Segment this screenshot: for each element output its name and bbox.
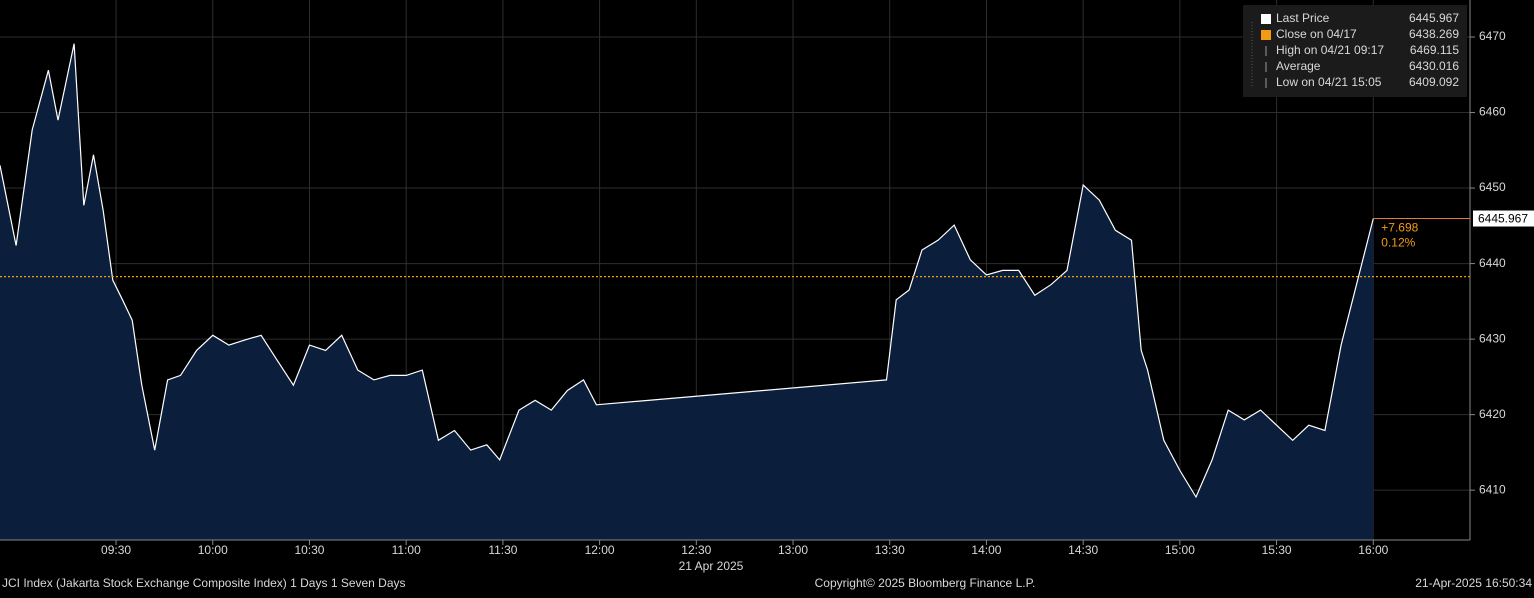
x-tick-label: 14:30 — [1068, 543, 1098, 557]
legend-value: 6438.269 — [1409, 27, 1459, 41]
x-tick-label: 10:30 — [294, 543, 324, 557]
y-tick-label: 6460 — [1479, 105, 1506, 119]
footer-left: JCI Index (Jakarta Stock Exchange Compos… — [2, 576, 406, 590]
y-tick-label: 6410 — [1479, 482, 1506, 496]
area — [0, 43, 1374, 540]
change: +7.698 — [1381, 221, 1418, 235]
legend-value: 6430.016 — [1409, 59, 1459, 73]
legend-icon — [1261, 30, 1271, 40]
x-tick-label: 15:00 — [1165, 543, 1195, 557]
legend-label: Close on 04/17 — [1276, 27, 1357, 41]
footer-center: Copyright© 2025 Bloomberg Finance L.P. — [815, 576, 1036, 590]
x-tick-label: 14:00 — [971, 543, 1001, 557]
x-tick-label: 13:30 — [875, 543, 905, 557]
y-tick-label: 6470 — [1479, 29, 1506, 43]
y-tick-label: 6440 — [1479, 256, 1506, 270]
legend-label: Average — [1276, 59, 1321, 73]
x-tick-label: 12:00 — [585, 543, 615, 557]
x-tick-label: 12:30 — [681, 543, 711, 557]
x-tick-label: 13:00 — [778, 543, 808, 557]
x-tick-label: 09:30 — [101, 543, 131, 557]
x-tick-label: 15:30 — [1262, 543, 1292, 557]
legend-box — [1243, 5, 1467, 97]
legend-icon — [1261, 14, 1271, 24]
legend-value: 6469.115 — [1410, 43, 1459, 57]
price-line — [0, 43, 1374, 499]
y-tick-label: 6450 — [1479, 180, 1506, 194]
change-pct: 0.12% — [1381, 236, 1415, 250]
last-label: 6445.967 — [1478, 212, 1528, 226]
legend-label: Last Price — [1276, 11, 1330, 25]
last-label-box — [1473, 210, 1534, 227]
x-tick-label: 16:00 — [1358, 543, 1388, 557]
y-tick-label: 6430 — [1479, 331, 1506, 345]
x-tick-label: 11:30 — [488, 543, 517, 557]
footer-right: 21-Apr-2025 16:50:34 — [1415, 576, 1532, 590]
legend-value: 6409.092 — [1409, 75, 1459, 89]
x-date-label: 21 Apr 2025 — [679, 559, 744, 573]
legend-label: Low on 04/21 15:05 — [1276, 75, 1382, 89]
x-tick-label: 10:00 — [198, 543, 228, 557]
x-tick-label: 11:00 — [392, 543, 421, 557]
legend-value: 6445.967 — [1409, 11, 1459, 25]
y-tick-label: 6420 — [1479, 407, 1506, 421]
legend-label: High on 04/21 09:17 — [1276, 43, 1384, 57]
